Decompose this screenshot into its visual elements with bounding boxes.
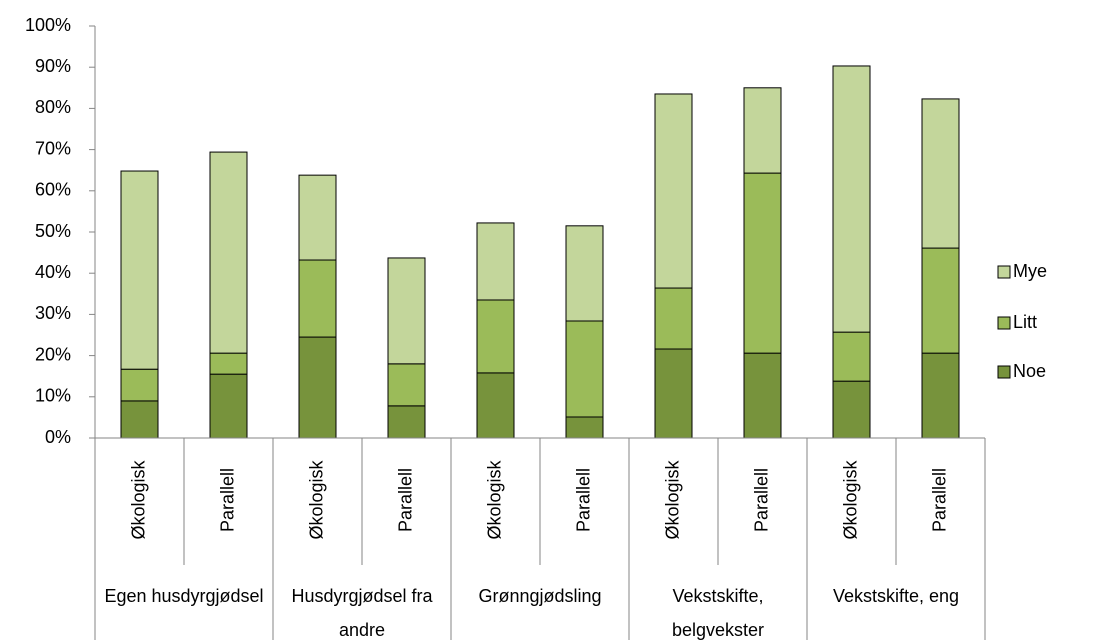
legend-label: Noe bbox=[1013, 361, 1046, 381]
bar-segment bbox=[298, 259, 337, 338]
y-tick-label: 100% bbox=[25, 15, 71, 35]
x-tick-label: Parallell bbox=[751, 468, 771, 532]
bar-segment bbox=[387, 257, 426, 365]
x-tick-label: Parallell bbox=[395, 468, 415, 532]
bar-segment bbox=[298, 174, 337, 261]
group-label: Vekstskifte, eng bbox=[832, 586, 960, 606]
group-label: Grønngjødsling bbox=[478, 586, 602, 606]
legend-label: Mye bbox=[1013, 261, 1047, 281]
bar-segment bbox=[832, 65, 871, 333]
bar-segment bbox=[743, 87, 782, 174]
y-tick-label: 40% bbox=[35, 262, 71, 282]
group-label: Husdyrgjødsel fra andre bbox=[291, 586, 433, 640]
y-tick-label: 20% bbox=[35, 344, 71, 364]
group-label: Vekstskifte, belgvekster bbox=[671, 586, 765, 640]
x-tick-label: Økologisk bbox=[484, 459, 504, 539]
bar-segment bbox=[565, 225, 604, 322]
bar-segment bbox=[209, 373, 248, 439]
y-tick-label: 30% bbox=[35, 303, 71, 323]
y-tick-label: 10% bbox=[35, 386, 71, 406]
x-tick-label: Økologisk bbox=[662, 459, 682, 539]
bar-segment bbox=[120, 368, 159, 402]
y-tick-label: 90% bbox=[35, 56, 71, 76]
bar-segment bbox=[120, 170, 159, 370]
legend-swatch bbox=[997, 365, 1011, 379]
bar-segment bbox=[387, 405, 426, 439]
bar-segment bbox=[832, 380, 871, 439]
bar-segment bbox=[654, 287, 693, 350]
bar-segment bbox=[654, 93, 693, 289]
bar-segment bbox=[743, 172, 782, 354]
bar-segment bbox=[209, 352, 248, 375]
bar-segment bbox=[654, 348, 693, 439]
bar-segment bbox=[476, 299, 515, 374]
x-tick-label: Parallell bbox=[573, 468, 593, 532]
bar-segment bbox=[476, 222, 515, 301]
y-tick-label: 60% bbox=[35, 180, 71, 200]
bar-segment bbox=[209, 151, 248, 354]
bar-segment bbox=[476, 372, 515, 439]
legend-swatch bbox=[997, 316, 1011, 330]
bar-segment bbox=[921, 98, 960, 249]
x-tick-label: Økologisk bbox=[306, 459, 326, 539]
bar-segment bbox=[298, 336, 337, 439]
x-tick-label: Økologisk bbox=[128, 459, 148, 539]
y-tick-label: 80% bbox=[35, 97, 71, 117]
bar-segment bbox=[921, 352, 960, 439]
x-tick-label: Parallell bbox=[217, 468, 237, 532]
x-tick-label: Økologisk bbox=[840, 459, 860, 539]
x-tick-label: Parallell bbox=[929, 468, 949, 532]
bar-segment bbox=[921, 247, 960, 354]
bar-segment bbox=[387, 363, 426, 407]
y-tick-label: 50% bbox=[35, 221, 71, 241]
bar-segment bbox=[565, 320, 604, 418]
legend-label: Litt bbox=[1013, 312, 1037, 332]
y-tick-label: 70% bbox=[35, 138, 71, 158]
group-label: Egen husdyrgjødsel bbox=[104, 586, 264, 606]
legend-swatch bbox=[997, 265, 1011, 279]
bar-segment bbox=[565, 416, 604, 439]
bar-segment bbox=[743, 352, 782, 439]
bar-segment bbox=[832, 331, 871, 382]
bar-segment bbox=[120, 400, 159, 439]
y-tick-label: 0% bbox=[45, 427, 71, 447]
